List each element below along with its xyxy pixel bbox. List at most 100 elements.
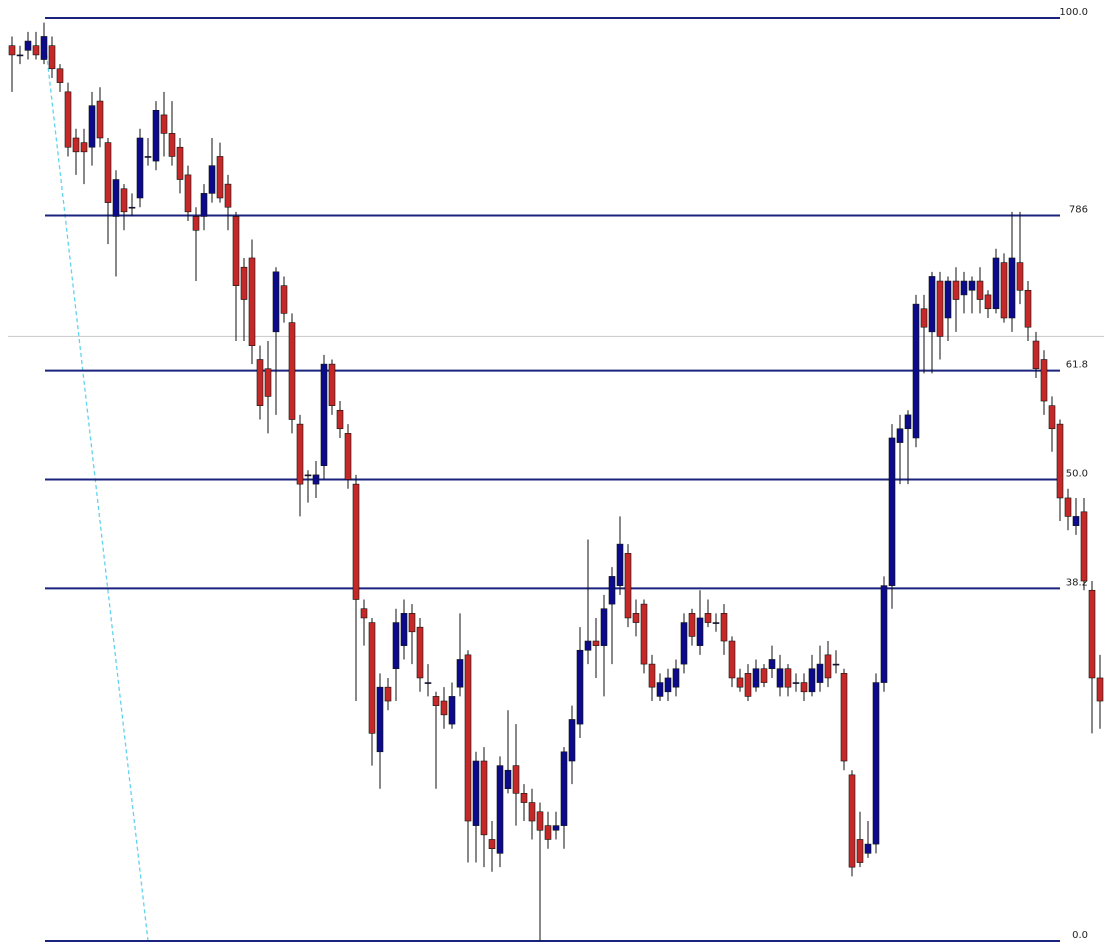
candle-body	[672, 668, 680, 688]
candle-body	[184, 174, 192, 213]
candle-body	[680, 622, 688, 665]
candle-body	[472, 760, 480, 826]
candle-body	[552, 825, 560, 831]
candle-body	[584, 640, 592, 651]
candle-body	[288, 322, 296, 420]
candle-body	[912, 303, 920, 439]
candle-body	[968, 280, 976, 291]
candle-body	[632, 613, 640, 623]
candle-body	[984, 294, 992, 310]
candle-body	[744, 673, 752, 697]
candle-body	[520, 793, 528, 803]
candle-body	[888, 437, 896, 586]
candle-body	[216, 156, 224, 199]
fib-level-label: 100.0	[1059, 7, 1088, 18]
candle-body	[208, 165, 216, 194]
candle-body	[1064, 497, 1072, 517]
candle-body	[440, 700, 448, 716]
candle-body	[896, 428, 904, 443]
candle-body	[248, 257, 256, 346]
candle-body	[224, 183, 232, 208]
candle-body	[48, 45, 56, 70]
fib-level-label: 38.2	[1066, 577, 1088, 588]
candle-body	[720, 613, 728, 642]
candle-body	[176, 146, 184, 180]
candle-body	[904, 414, 912, 430]
candle-body	[864, 843, 872, 854]
candle-body	[376, 686, 384, 753]
candle-body	[120, 188, 128, 213]
candle-body	[712, 622, 720, 624]
candle-body	[544, 825, 552, 840]
candle-body	[104, 142, 112, 203]
candle-body	[920, 308, 928, 328]
candle-body	[136, 137, 144, 199]
candle-body	[296, 423, 304, 485]
candle-body	[232, 216, 240, 286]
candle-body	[320, 363, 328, 466]
candle-body	[1080, 511, 1088, 582]
candle-body	[1088, 589, 1096, 679]
candle-body	[1048, 405, 1056, 430]
candle-body	[760, 668, 768, 683]
candle-body	[936, 280, 944, 337]
candle-body	[144, 156, 152, 158]
candle-body	[768, 659, 776, 670]
candle-body	[1024, 289, 1032, 328]
candle-body	[616, 543, 624, 586]
candle-body	[488, 839, 496, 849]
candle-body	[792, 682, 800, 684]
candle-body	[752, 668, 760, 688]
candle-body	[328, 363, 336, 406]
candle-body	[992, 257, 1000, 310]
candle-body	[1000, 262, 1008, 319]
candle-body	[848, 774, 856, 868]
candle-body	[536, 811, 544, 831]
candle-body	[40, 36, 48, 60]
candle-body	[408, 613, 416, 633]
candle-body	[952, 280, 960, 300]
candle-body	[256, 359, 264, 406]
candle-body	[304, 474, 312, 477]
candle-body	[880, 585, 888, 683]
candle-body	[1096, 677, 1104, 702]
candle-body	[664, 677, 672, 693]
candle-body	[1040, 359, 1048, 402]
candle-body	[608, 576, 616, 605]
candle-body	[728, 640, 736, 679]
candle-body	[456, 659, 464, 688]
candle-body	[192, 216, 200, 231]
candle-body	[32, 45, 40, 56]
candle-body	[840, 673, 848, 762]
candle-body	[64, 91, 72, 148]
candle-body	[624, 553, 632, 619]
candle-body	[424, 682, 432, 684]
candle-body	[72, 137, 80, 153]
candle-body	[368, 622, 376, 734]
candle-body	[448, 696, 456, 725]
candles	[8, 22, 1104, 941]
candle-body	[808, 668, 816, 693]
fib-level-label: 0.0	[1072, 930, 1088, 941]
candle-body	[1072, 516, 1080, 526]
candle-body	[528, 802, 536, 822]
candle-body	[432, 696, 440, 706]
candle-body	[88, 105, 96, 148]
candle-body	[648, 663, 656, 688]
candle-body	[336, 409, 344, 430]
candle-body	[824, 654, 832, 679]
candle-body	[592, 640, 600, 646]
candle-body	[360, 608, 368, 619]
candle-body	[560, 751, 568, 826]
candle-body	[464, 654, 472, 822]
fib-level-label: 50.0	[1066, 469, 1088, 480]
candle-body	[600, 608, 608, 646]
candle-body	[704, 613, 712, 623]
candle-body	[160, 114, 168, 134]
levels: 100.0 786 61.8 50.0 38.2 0.0	[8, 7, 1104, 942]
candle-body	[384, 686, 392, 702]
candle-body	[312, 474, 320, 485]
candle-body	[640, 603, 648, 665]
candle-body	[736, 677, 744, 688]
candle-body	[400, 613, 408, 646]
